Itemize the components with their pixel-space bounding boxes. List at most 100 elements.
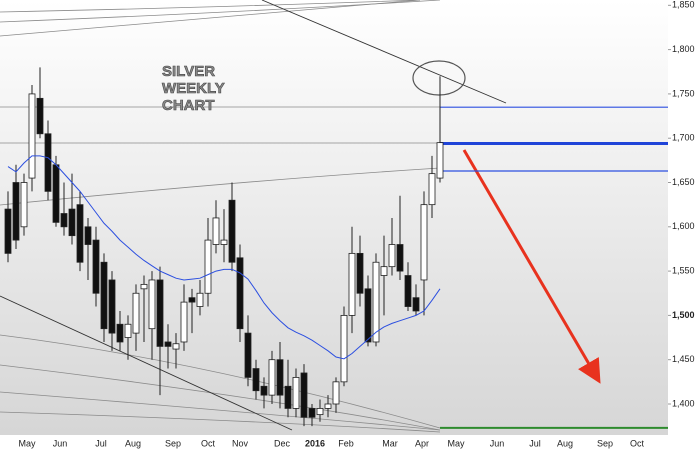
fan-line (0, 0, 421, 37)
x-tick-label: Jun (490, 438, 505, 448)
x-tick-label: Feb (338, 438, 354, 448)
candle-body (196, 292, 204, 307)
chart-title: SILVER (162, 63, 215, 80)
y-tick-label: 1,450 (672, 354, 695, 364)
candle-body (436, 142, 444, 179)
candle-body (52, 164, 60, 223)
candle-body (100, 261, 108, 330)
y-tick-label: 1,650 (672, 177, 695, 187)
y-tick-label: 1,400 (672, 398, 695, 408)
candle-body (332, 381, 340, 405)
chart-title: CHART (162, 97, 215, 114)
candle-body (412, 297, 420, 312)
fan-line (0, 167, 441, 206)
candle-body (260, 385, 268, 396)
candle-body (308, 408, 316, 418)
candle-body (396, 244, 404, 272)
candle-body (28, 93, 36, 179)
candle-body (180, 301, 188, 343)
axis-area (668, 0, 698, 453)
candle-body (36, 97, 44, 135)
candle-body (292, 377, 300, 409)
candle-body (388, 244, 396, 268)
candle-body (228, 199, 236, 263)
marks (4, 67, 668, 429)
candle-body (60, 213, 68, 228)
fan-line (0, 334, 441, 429)
candle-body (44, 133, 52, 192)
candle-body (356, 252, 364, 294)
x-tick-label: Oct (201, 438, 216, 448)
x-tick-label: 2016 (305, 438, 325, 448)
candle-body (428, 173, 436, 206)
candle-body (68, 208, 76, 237)
candle-body (364, 288, 372, 343)
plot-area (0, 0, 668, 435)
fan-line (0, 0, 441, 23)
fan-line (0, 0, 421, 13)
y-tick-label: 1,850 (672, 0, 695, 10)
x-tick-label: Jul (95, 438, 107, 448)
candle-body (252, 368, 260, 392)
candle-body (204, 239, 212, 294)
candle-body (212, 217, 220, 245)
x-tick-label: Dec (274, 438, 291, 448)
candle-body (372, 261, 380, 343)
candle-body (4, 208, 12, 254)
x-tick-label: Jun (53, 438, 68, 448)
candle-body (316, 408, 324, 416)
trend-line (0, 295, 293, 431)
candle-body (324, 403, 332, 409)
candle-body (268, 359, 276, 396)
candle-body (124, 323, 132, 338)
candle-body (236, 257, 244, 330)
fan-lines (0, 0, 441, 433)
candle-body (12, 182, 20, 241)
x-tick-label: Jul (529, 438, 541, 448)
y-tick-label: 1,500 (672, 310, 695, 320)
forecast-arrow (462, 149, 601, 384)
x-tick-label: Sep (165, 438, 181, 448)
x-tick-label: Aug (125, 438, 141, 448)
x-tick-label: Mar (382, 438, 398, 448)
fan-line (0, 391, 441, 431)
candle-body (84, 226, 92, 245)
x-tick-label: Nov (232, 438, 249, 448)
candle-body (420, 204, 428, 281)
y-tick-label: 1,800 (672, 44, 695, 54)
candle-body (300, 372, 308, 418)
candle-body (348, 252, 356, 316)
y-tick-label: 1,550 (672, 265, 695, 275)
fan-line (0, 411, 441, 433)
x-tick-label: Apr (415, 438, 429, 448)
candle-body (108, 279, 116, 334)
candle-body (244, 332, 252, 378)
moving-average (7, 155, 441, 360)
y-tick-label: 1,750 (672, 88, 695, 98)
x-tick-label: Aug (557, 438, 573, 448)
candle-body (284, 385, 292, 409)
y-tick-label: 1,600 (672, 221, 695, 231)
candle-body (132, 292, 140, 334)
candle-body (404, 275, 412, 307)
candle-body (164, 341, 172, 347)
fan-line (0, 364, 441, 431)
candle-body (92, 239, 100, 294)
candle-body (148, 279, 156, 330)
candle-body (172, 343, 180, 350)
candle-body (116, 323, 124, 343)
highlight-ellipse (412, 60, 466, 96)
trend-line (261, 0, 507, 104)
chart-title: WEEKLY (162, 80, 225, 97)
x-tick-label: May (18, 438, 36, 448)
candle-body (276, 359, 284, 396)
candle-body (156, 279, 164, 347)
x-tick-label: Sep (597, 438, 613, 448)
candle-body (76, 204, 84, 263)
y-tick-label: 1,700 (672, 133, 695, 143)
candle-body (140, 283, 148, 290)
x-tick-label: May (447, 438, 465, 448)
candle-body (220, 239, 228, 245)
x-tick-label: Oct (630, 438, 645, 448)
